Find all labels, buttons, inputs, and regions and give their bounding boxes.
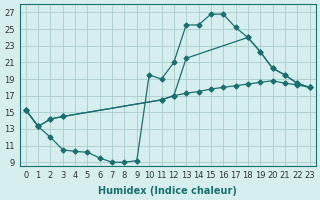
X-axis label: Humidex (Indice chaleur): Humidex (Indice chaleur) — [98, 186, 237, 196]
